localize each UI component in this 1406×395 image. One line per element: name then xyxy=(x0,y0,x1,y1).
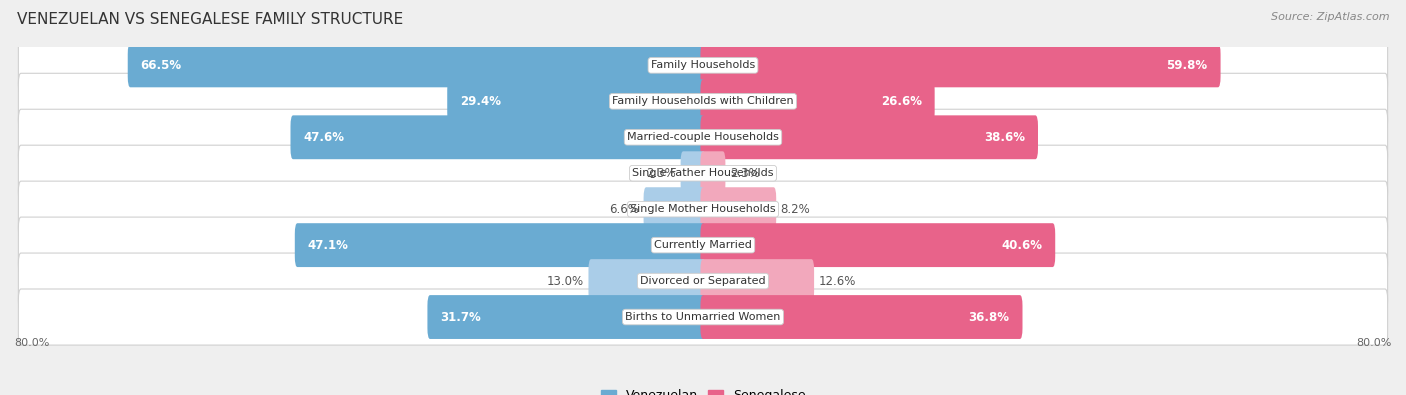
FancyBboxPatch shape xyxy=(681,151,706,195)
Text: 29.4%: 29.4% xyxy=(460,95,501,108)
Text: 66.5%: 66.5% xyxy=(141,59,181,72)
Text: 36.8%: 36.8% xyxy=(969,310,1010,324)
Text: 38.6%: 38.6% xyxy=(984,131,1025,144)
Text: 6.6%: 6.6% xyxy=(609,203,640,216)
Text: Single Father Households: Single Father Households xyxy=(633,168,773,178)
FancyBboxPatch shape xyxy=(18,38,1388,94)
FancyBboxPatch shape xyxy=(700,151,725,195)
Text: Source: ZipAtlas.com: Source: ZipAtlas.com xyxy=(1271,12,1389,22)
Text: Divorced or Separated: Divorced or Separated xyxy=(640,276,766,286)
Text: Family Households: Family Households xyxy=(651,60,755,70)
Text: Family Households with Children: Family Households with Children xyxy=(612,96,794,106)
Text: 31.7%: 31.7% xyxy=(440,310,481,324)
Text: 47.6%: 47.6% xyxy=(304,131,344,144)
FancyBboxPatch shape xyxy=(700,43,1220,87)
FancyBboxPatch shape xyxy=(18,253,1388,309)
FancyBboxPatch shape xyxy=(700,187,776,231)
FancyBboxPatch shape xyxy=(18,145,1388,201)
Text: VENEZUELAN VS SENEGALESE FAMILY STRUCTURE: VENEZUELAN VS SENEGALESE FAMILY STRUCTUR… xyxy=(17,12,404,27)
FancyBboxPatch shape xyxy=(700,115,1038,159)
Text: 12.6%: 12.6% xyxy=(818,275,856,288)
Text: Married-couple Households: Married-couple Households xyxy=(627,132,779,142)
Text: 2.3%: 2.3% xyxy=(730,167,759,180)
FancyBboxPatch shape xyxy=(644,187,706,231)
Text: Single Mother Households: Single Mother Households xyxy=(630,204,776,214)
Text: 40.6%: 40.6% xyxy=(1001,239,1042,252)
FancyBboxPatch shape xyxy=(700,223,1056,267)
FancyBboxPatch shape xyxy=(18,73,1388,130)
FancyBboxPatch shape xyxy=(18,217,1388,273)
FancyBboxPatch shape xyxy=(700,259,814,303)
Text: 47.1%: 47.1% xyxy=(308,239,349,252)
FancyBboxPatch shape xyxy=(18,109,1388,166)
FancyBboxPatch shape xyxy=(589,259,706,303)
Text: Births to Unmarried Women: Births to Unmarried Women xyxy=(626,312,780,322)
Legend: Venezuelan, Senegalese: Venezuelan, Senegalese xyxy=(596,384,810,395)
Text: 80.0%: 80.0% xyxy=(14,338,49,348)
FancyBboxPatch shape xyxy=(128,43,706,87)
FancyBboxPatch shape xyxy=(427,295,706,339)
FancyBboxPatch shape xyxy=(700,79,935,123)
FancyBboxPatch shape xyxy=(700,295,1022,339)
Text: 8.2%: 8.2% xyxy=(780,203,810,216)
Text: 26.6%: 26.6% xyxy=(880,95,922,108)
Text: 80.0%: 80.0% xyxy=(1357,338,1392,348)
FancyBboxPatch shape xyxy=(18,289,1388,345)
FancyBboxPatch shape xyxy=(447,79,706,123)
FancyBboxPatch shape xyxy=(18,181,1388,237)
Text: Currently Married: Currently Married xyxy=(654,240,752,250)
Text: 59.8%: 59.8% xyxy=(1167,59,1208,72)
FancyBboxPatch shape xyxy=(295,223,706,267)
Text: 13.0%: 13.0% xyxy=(547,275,583,288)
Text: 2.3%: 2.3% xyxy=(647,167,676,180)
FancyBboxPatch shape xyxy=(291,115,706,159)
